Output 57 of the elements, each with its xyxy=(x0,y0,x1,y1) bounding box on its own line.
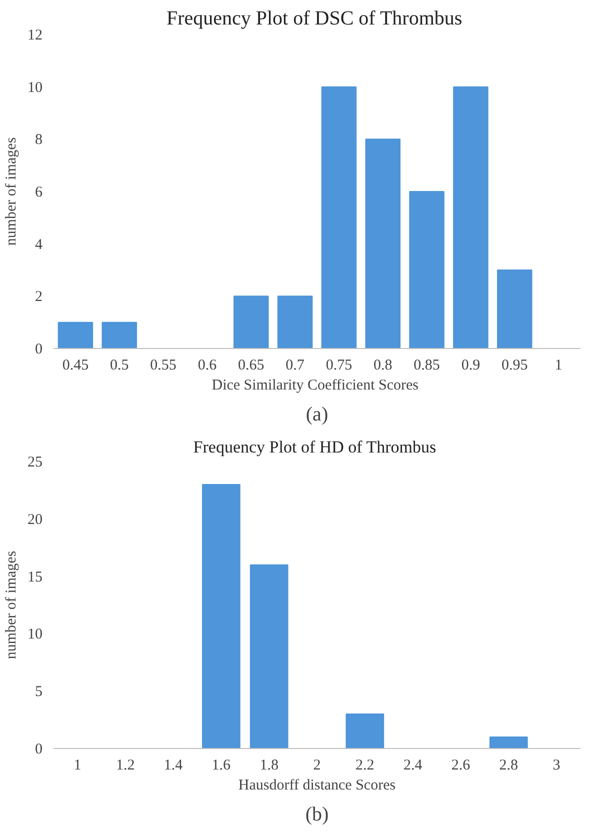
y-axis-title: number of images xyxy=(4,137,20,246)
y-tick-label: 8 xyxy=(35,132,42,148)
x-axis-title: Hausdorff distance Scores xyxy=(238,778,396,794)
y-tick-label: 15 xyxy=(28,569,42,586)
x-tick-label: 2.8 xyxy=(499,758,518,774)
bar xyxy=(409,191,444,348)
x-tick-label: 2.2 xyxy=(356,758,374,774)
x-tick-label: 0.45 xyxy=(62,358,89,374)
x-tick-label: 2 xyxy=(313,758,321,774)
bar xyxy=(202,484,240,748)
x-tick-label: 1.2 xyxy=(116,758,135,774)
bar xyxy=(102,322,138,348)
text: (a) xyxy=(306,404,328,426)
y-tick-label: 5 xyxy=(35,684,42,700)
y-tick-label: 12 xyxy=(28,28,42,44)
bar xyxy=(233,296,269,348)
x-tick-label: 1 xyxy=(74,758,82,774)
x-tick-label: 0.5 xyxy=(110,358,129,374)
y-tick-label: 4 xyxy=(35,236,43,253)
x-tick-label: 2.4 xyxy=(403,758,423,774)
text: (b) xyxy=(305,804,329,826)
bar xyxy=(496,270,532,348)
y-tick-label: 0 xyxy=(35,342,42,358)
bar xyxy=(489,736,528,748)
x-tick-label: 0.55 xyxy=(150,358,176,374)
y-tick-label: 2 xyxy=(35,289,42,306)
y-tick-label: 10 xyxy=(28,80,42,96)
x-tick-label: 0.75 xyxy=(326,358,352,374)
x-tick-label: 0.85 xyxy=(414,358,440,374)
bar xyxy=(346,714,384,748)
x-tick-label: 0.7 xyxy=(286,358,305,374)
x-tick-label: 1.8 xyxy=(260,758,278,774)
bar xyxy=(58,322,94,348)
x-tick-label: 0.6 xyxy=(198,358,218,374)
chart-title: Frequency Plot of DSC of Thrombus xyxy=(166,8,462,30)
x-tick-label: 3 xyxy=(552,758,560,774)
x-tick-label: 0.95 xyxy=(502,358,528,374)
x-tick-label: 1.4 xyxy=(164,758,184,774)
chart-title: Frequency Plot of HD of Thrombus xyxy=(193,438,436,456)
y-axis-title: number of images xyxy=(4,550,20,660)
x-tick-label: 2.6 xyxy=(451,758,471,774)
bar xyxy=(365,138,401,348)
y-tick-label: 10 xyxy=(28,626,42,643)
y-tick-label: 6 xyxy=(35,184,43,200)
x-axis-title: Dice Similarity Coefficient Scores xyxy=(212,378,419,394)
bar xyxy=(250,564,288,748)
x-tick-label: 1 xyxy=(554,358,562,374)
bar xyxy=(453,86,488,348)
bar xyxy=(321,86,357,348)
y-tick-label: 0 xyxy=(35,742,42,758)
bar xyxy=(277,296,313,348)
x-tick-label: 0.8 xyxy=(374,358,392,374)
x-tick-label: 1.6 xyxy=(212,758,232,774)
x-tick-label: 0.65 xyxy=(238,358,264,374)
y-tick-label: 25 xyxy=(28,454,42,470)
y-tick-label: 20 xyxy=(28,512,42,528)
x-tick-label: 0.9 xyxy=(461,358,480,374)
